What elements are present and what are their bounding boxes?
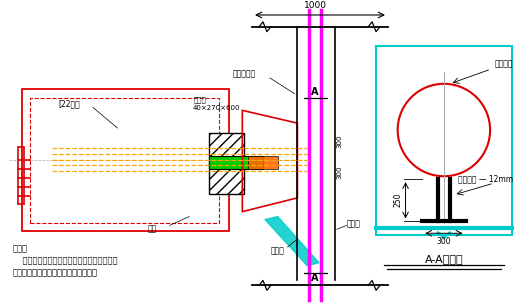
Bar [18, 147, 24, 204]
Text: [22様钉: [22様钉 [59, 99, 80, 108]
Text: 液压千斤顶在施工时应平衡顶压，并要保持: 液压千斤顶在施工时应平衡顶压，并要保持 [12, 256, 118, 265]
Polygon shape [265, 216, 319, 266]
Circle shape [397, 84, 490, 176]
Text: 支撇端头: 支撇端头 [494, 60, 513, 69]
Text: 300: 300 [337, 134, 343, 148]
Bar [30, 98, 219, 223]
Text: A: A [311, 87, 319, 97]
Bar [248, 156, 278, 169]
Bar [209, 133, 244, 194]
Text: 300: 300 [437, 237, 451, 246]
Bar [209, 156, 263, 169]
Text: 千斤顶的轴力方向与支撇的中线平行。: 千斤顶的轴力方向与支撇的中线平行。 [12, 269, 97, 278]
Text: 250: 250 [394, 192, 403, 207]
Text: 加劲板
40×270×600: 加劲板 40×270×600 [193, 96, 241, 111]
Text: A: A [311, 274, 319, 283]
Text: 钗筋: 钗筋 [147, 225, 156, 234]
Text: 锇牛墓厄 — 12mm: 锇牛墓厄 — 12mm [458, 175, 513, 184]
Text: 300: 300 [337, 165, 343, 179]
Text: 锇牛墓: 锇牛墓 [271, 247, 285, 255]
Text: 墓护桨: 墓护桨 [347, 219, 360, 228]
Text: 说明：: 说明： [12, 244, 27, 253]
Text: 1000: 1000 [303, 1, 326, 10]
Bar [22, 89, 229, 231]
Text: 墓护桦主筋: 墓护桦主筋 [233, 69, 256, 79]
Text: A-A剩面图: A-A剩面图 [425, 254, 463, 264]
Bar [376, 46, 511, 235]
